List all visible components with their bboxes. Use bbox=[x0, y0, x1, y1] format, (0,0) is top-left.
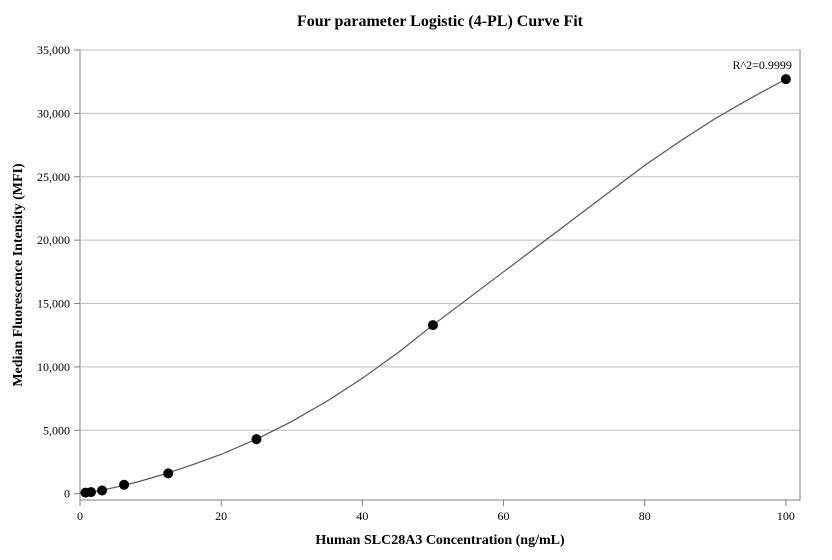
data-markers bbox=[81, 74, 791, 497]
chart-title: Four parameter Logistic (4-PL) Curve Fit bbox=[297, 13, 584, 30]
data-point bbox=[97, 485, 107, 495]
y-tick-label: 10,000 bbox=[37, 360, 70, 374]
plot-border bbox=[80, 50, 800, 500]
x-tick-label: 0 bbox=[77, 509, 83, 523]
chart-svg: Four parameter Logistic (4-PL) Curve Fit… bbox=[0, 0, 832, 560]
data-point bbox=[163, 468, 173, 478]
y-tick-label: 5,000 bbox=[43, 423, 70, 437]
data-point bbox=[428, 320, 438, 330]
data-point bbox=[781, 74, 791, 84]
x-tick-label: 80 bbox=[639, 509, 651, 523]
gridlines bbox=[80, 50, 800, 430]
x-tick-label: 100 bbox=[777, 509, 795, 523]
y-tick-label: 35,000 bbox=[37, 43, 70, 57]
x-axis-title: Human SLC28A3 Concentration (ng/mL) bbox=[315, 533, 565, 548]
data-point bbox=[251, 434, 261, 444]
y-axis-title: Median Fluorescence Intensity (MFI) bbox=[11, 163, 26, 387]
y-tick-label: 25,000 bbox=[37, 170, 70, 184]
r-squared-annotation: R^2=0.9999 bbox=[732, 58, 791, 72]
y-tick-label: 15,000 bbox=[37, 297, 70, 311]
y-axis-ticks: 0 5,000 10,000 15,000 20,000 25,000 30,000 35,0… bbox=[37, 43, 80, 501]
y-tick-label: 30,000 bbox=[37, 106, 70, 120]
x-tick-label: 20 bbox=[215, 509, 227, 523]
x-tick-label: 40 bbox=[356, 509, 368, 523]
x-tick-label: 60 bbox=[498, 509, 510, 523]
y-tick-label: 0 bbox=[64, 487, 70, 501]
data-point bbox=[86, 487, 96, 497]
chart-container: Four parameter Logistic (4-PL) Curve Fit… bbox=[0, 0, 832, 560]
y-tick-label: 20,000 bbox=[37, 233, 70, 247]
data-point bbox=[119, 480, 129, 490]
x-axis-ticks: 0 20 40 60 80 100 bbox=[77, 500, 795, 523]
